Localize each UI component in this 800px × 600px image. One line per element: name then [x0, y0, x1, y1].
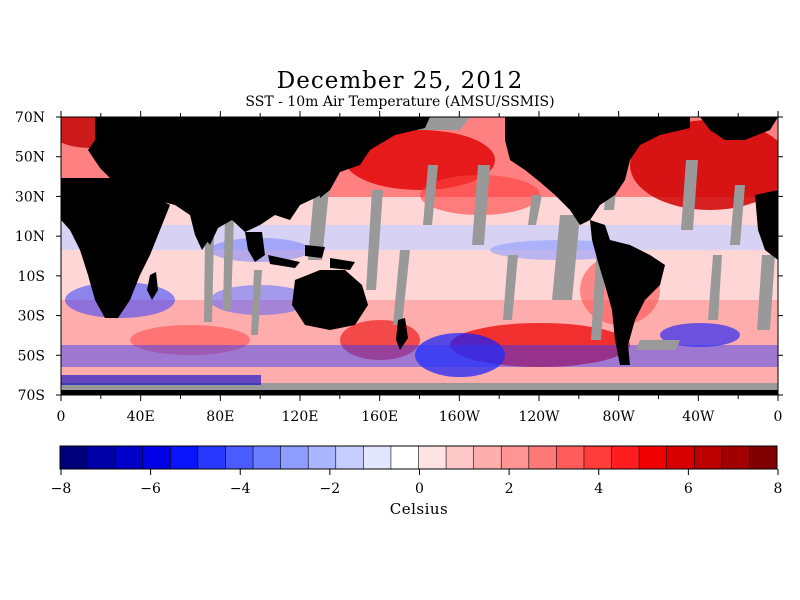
colorbar-swatch: [253, 446, 282, 469]
colorbar: [59, 445, 778, 470]
map-subtitle: SST - 10m Air Temperature (AMSU/SSMIS): [245, 94, 555, 110]
colorbar-swatch: [694, 446, 723, 469]
lon-label: 80W: [603, 409, 636, 425]
colorbar-swatch: [308, 446, 337, 469]
colorbar-swatch: [363, 446, 392, 469]
colorbar-tick-label: −6: [140, 481, 161, 497]
colorbar-swatch: [666, 446, 695, 469]
colorbar-swatch: [583, 446, 613, 469]
colorbar-units-label: Celsius: [389, 500, 449, 518]
map-field: [61, 117, 778, 395]
colorbar-swatch: [197, 446, 226, 469]
colorbar-tick-label: 2: [505, 481, 514, 497]
colorbar-swatch: [115, 446, 144, 469]
colorbar-swatch: [418, 446, 447, 469]
lat-label: 30S: [18, 309, 45, 325]
colorbar-swatch: [473, 446, 502, 469]
colorbar-swatch: [639, 446, 668, 469]
map-title: December 25, 2012: [276, 68, 524, 94]
lon-label: 120W: [518, 409, 560, 425]
lon-label: 40W: [682, 409, 715, 425]
lon-label: 0: [774, 409, 783, 425]
colorbar-swatch: [335, 446, 364, 469]
colorbar-swatch: [749, 446, 778, 469]
colorbar-swatch: [501, 446, 530, 469]
lon-label: 80E: [206, 409, 234, 425]
colorbar-swatch: [87, 446, 116, 469]
colorbar-swatch: [170, 446, 199, 469]
colorbar-tick-label: 6: [684, 481, 693, 497]
colorbar-tick-label: 0: [415, 481, 424, 497]
colorbar-tick-label: −8: [51, 481, 72, 497]
longitude-axis: 0 40E 80E 120E 160E 160W 120W 80W 40W 0: [57, 111, 783, 425]
colorbar-tick-label: −2: [320, 481, 341, 497]
lat-label: 70N: [15, 110, 45, 126]
lon-label: 160E: [361, 409, 398, 425]
lat-label: 50S: [18, 348, 45, 364]
colorbar-swatch: [390, 446, 419, 469]
lat-label: 30N: [15, 189, 45, 205]
colorbar-swatch: [556, 446, 585, 469]
latitude-axis: 70N 50N 30N 10N 10S 30S 50S 70S: [15, 110, 783, 404]
colorbar-swatch: [528, 446, 557, 469]
colorbar-swatch: [721, 446, 750, 469]
land-masses: [61, 117, 778, 395]
lat-label: 10S: [18, 269, 45, 285]
lon-label: 120E: [282, 409, 319, 425]
lon-label: 160W: [439, 409, 481, 425]
colorbar-swatch: [446, 446, 475, 469]
colorbar-tick-label: 8: [774, 481, 783, 497]
colorbar-swatch: [60, 446, 89, 469]
lat-label: 10N: [15, 229, 45, 245]
colorbar-tick-label: 4: [594, 481, 603, 497]
lon-label: 40E: [127, 409, 155, 425]
colorbar-tick-label: −4: [230, 481, 251, 497]
lat-label: 70S: [18, 388, 45, 404]
colorbar-swatch: [142, 446, 171, 469]
colorbar-swatch: [280, 446, 309, 469]
lat-label: 50N: [15, 150, 45, 166]
colorbar-swatch: [611, 446, 640, 469]
lon-label: 0: [57, 409, 66, 425]
colorbar-ticks: −8 −6 −4 −2 0 2 4 6 8: [51, 469, 783, 497]
colorbar-swatch: [225, 446, 254, 469]
